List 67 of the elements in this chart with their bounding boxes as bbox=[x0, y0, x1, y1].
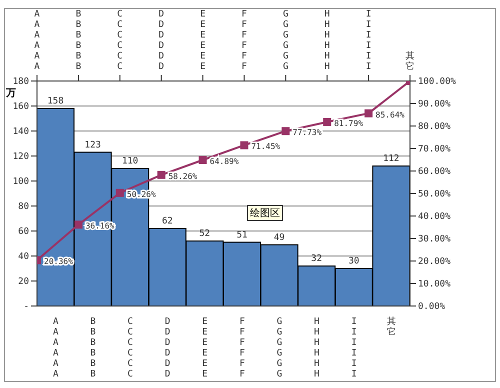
x-tick-label: HHHHHH bbox=[324, 10, 330, 72]
y-tick-label: 80 bbox=[18, 202, 29, 212]
x-tick-label: DDDDDD bbox=[158, 10, 164, 72]
category-label: BBBBBB bbox=[90, 317, 96, 380]
data-label: 85.64% bbox=[376, 110, 405, 120]
x-tick-label: GGGGGG bbox=[282, 10, 288, 72]
data-label: 30 bbox=[348, 256, 360, 266]
data-label: 123 bbox=[84, 140, 101, 150]
data-label: 112 bbox=[383, 154, 400, 164]
y2-tick-label: 90.00% bbox=[418, 100, 452, 110]
y2-tick-label: 40.00% bbox=[418, 212, 452, 222]
category-label: DDDDDD bbox=[164, 317, 170, 380]
x-tick-label: EEEEEE bbox=[200, 10, 206, 72]
y-tick-label: 40 bbox=[18, 252, 29, 262]
x-tick-label: FFFFFF bbox=[242, 10, 247, 72]
y-tick-label: 180 bbox=[12, 77, 29, 88]
data-label: 110 bbox=[122, 156, 138, 166]
y2-tick-label: 70.00% bbox=[418, 144, 452, 155]
category-label: CCCCCC bbox=[128, 317, 133, 380]
y-tick-label: 120 bbox=[12, 152, 29, 162]
annotation: 绘图区 bbox=[247, 205, 283, 221]
y2-tick-label: 20.00% bbox=[418, 257, 452, 268]
data-label: 49 bbox=[274, 232, 285, 243]
data-label: 158 bbox=[47, 96, 64, 106]
point bbox=[74, 220, 82, 229]
data-label: 20.36% bbox=[44, 257, 74, 266]
x-tick-label: IIIIII bbox=[366, 10, 372, 72]
category-label: AAAAAA bbox=[52, 317, 58, 380]
y2-tick-label: 100.00% bbox=[418, 77, 457, 88]
point bbox=[198, 156, 207, 164]
data-label: 52 bbox=[199, 229, 210, 239]
x-tick-label: 其它 bbox=[406, 50, 414, 72]
category-label: GGGGGG bbox=[276, 317, 282, 380]
y-tick-label: 60 bbox=[18, 227, 29, 238]
y2-tick-label: 60.00% bbox=[418, 167, 452, 178]
category-label: IIIIII bbox=[351, 317, 357, 380]
category-label: EEEEEE bbox=[202, 317, 208, 380]
y2-tick-label: 0.00% bbox=[418, 302, 446, 312]
data-label: 58.26% bbox=[168, 172, 198, 181]
y2-tick-label: 50.00% bbox=[418, 190, 452, 200]
point bbox=[157, 170, 166, 179]
data-label: 51 bbox=[236, 230, 248, 240]
y2-tick-label: 10.00% bbox=[418, 280, 452, 290]
y-axis-title: 万 bbox=[6, 87, 16, 100]
point bbox=[364, 109, 373, 118]
category-label: 其它 bbox=[386, 317, 396, 338]
data-label: 62 bbox=[162, 216, 173, 226]
y-tick-label: 100 bbox=[12, 177, 29, 188]
point bbox=[323, 118, 332, 126]
x-tick-label: BBBBBB bbox=[76, 10, 82, 72]
category-label: FFFFFF bbox=[239, 317, 245, 380]
y-tick-label: 160 bbox=[12, 102, 29, 112]
data-label: 32 bbox=[311, 254, 322, 264]
data-label: 81.79% bbox=[334, 118, 364, 128]
point bbox=[116, 188, 124, 197]
y-tick-label: 20 bbox=[18, 277, 29, 288]
y2-tick-label: 30.00% bbox=[418, 234, 452, 245]
y2-tick-label: 80.00% bbox=[418, 122, 452, 132]
x-tick-label: CCCCCC bbox=[117, 10, 123, 72]
category-label: HHHHHH bbox=[314, 317, 320, 380]
data-label: 64.89% bbox=[210, 156, 239, 166]
x-tick-label: AAAAAA bbox=[34, 10, 40, 72]
point bbox=[282, 127, 290, 136]
y-tick-label: - bbox=[24, 302, 29, 312]
y-tick-label: 140 bbox=[12, 127, 29, 138]
data-label: 71.45% bbox=[251, 142, 280, 152]
point bbox=[240, 141, 248, 150]
